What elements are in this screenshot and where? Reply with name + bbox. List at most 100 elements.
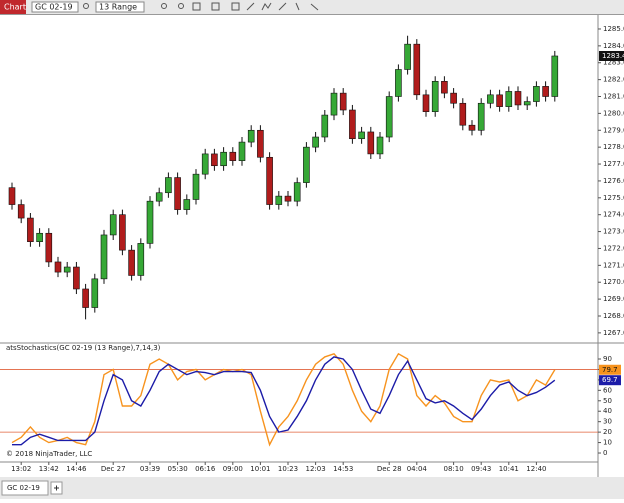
x-tick-label: 06:16 bbox=[195, 465, 216, 473]
candle-body bbox=[542, 86, 549, 97]
candle-body bbox=[73, 266, 80, 290]
candle-body bbox=[505, 91, 513, 107]
x-tick-label: 13:02 bbox=[11, 465, 31, 473]
value-label: 79.7 bbox=[602, 366, 618, 374]
candle-body bbox=[551, 55, 559, 97]
candle-body bbox=[367, 131, 375, 155]
y-tick-label: 30 bbox=[603, 418, 612, 426]
x-tick-label: 05:30 bbox=[168, 465, 188, 473]
x-tick-label: 12:03 bbox=[306, 465, 326, 473]
candle-body bbox=[220, 151, 227, 167]
stoch-line bbox=[11, 352, 556, 447]
value-box bbox=[599, 375, 621, 386]
y-tick-label: 1271.0 bbox=[603, 261, 624, 269]
candle-body bbox=[523, 101, 531, 106]
x-tick-label: 09:43 bbox=[471, 465, 491, 473]
candle-body bbox=[229, 151, 237, 161]
candle-body bbox=[487, 94, 494, 104]
y-tick-label: 1275.0 bbox=[603, 194, 624, 202]
candle-body bbox=[514, 91, 522, 106]
value-box bbox=[599, 364, 621, 375]
x-tick-label: 08:10 bbox=[444, 465, 464, 473]
candle-body bbox=[441, 81, 448, 94]
y-tick-label: 1277.0 bbox=[603, 160, 624, 168]
y-tick-label: 1279.0 bbox=[603, 126, 624, 134]
x-tick-label: 10:01 bbox=[250, 465, 270, 473]
y-tick-label: 1281.0 bbox=[603, 93, 624, 101]
x-tick-label: 10:41 bbox=[499, 465, 519, 473]
bar-type-select[interactable] bbox=[95, 1, 145, 13]
candle-body bbox=[17, 204, 25, 219]
y-tick-label: 1267.0 bbox=[603, 329, 624, 337]
candle-body bbox=[100, 234, 108, 280]
candle-body bbox=[358, 131, 365, 140]
y-tick-label: 1284.0 bbox=[603, 42, 624, 50]
y-tick-label: 1274.0 bbox=[603, 211, 624, 219]
candle-body bbox=[413, 43, 421, 96]
y-tick-label: 1276.0 bbox=[603, 177, 624, 185]
candle-body bbox=[330, 92, 338, 116]
candle-body bbox=[82, 288, 89, 308]
candle-body bbox=[54, 261, 62, 273]
candle-body bbox=[266, 156, 273, 205]
toolbar bbox=[0, 0, 624, 14]
y-tick-label: 50 bbox=[603, 397, 612, 405]
candle-body bbox=[385, 96, 393, 138]
indicator-title: atsStochastics(GC 02-19 (13 Range),7,14,… bbox=[6, 344, 161, 352]
candle-body bbox=[339, 92, 347, 111]
y-tick-label: 1280.0 bbox=[603, 109, 624, 117]
window-tab[interactable] bbox=[0, 0, 26, 14]
instrument-text: GC 02-19 bbox=[35, 3, 73, 12]
x-tick-label: 09:00 bbox=[223, 465, 243, 473]
y-tick-label: 1278.0 bbox=[603, 143, 624, 151]
candle-body bbox=[303, 146, 310, 183]
y-tick-label: 1282.0 bbox=[603, 76, 624, 84]
y-tick-label: 1273.0 bbox=[603, 228, 624, 236]
y-tick-label: 1285.0 bbox=[603, 25, 624, 33]
x-tick-label: 13:42 bbox=[39, 465, 59, 473]
candle-body bbox=[376, 136, 384, 155]
y-tick-label: 1269.0 bbox=[603, 295, 624, 303]
candle-body bbox=[321, 114, 329, 138]
y-tick-label: 1268.0 bbox=[603, 312, 624, 320]
candle-body bbox=[496, 94, 503, 107]
candle-body bbox=[128, 249, 135, 276]
candle-body bbox=[238, 141, 246, 161]
x-tick-label: 03:39 bbox=[140, 465, 160, 473]
bar-type-text: 13 Range bbox=[99, 3, 137, 12]
y-tick-label: 40 bbox=[603, 407, 612, 415]
instrument-select[interactable] bbox=[31, 1, 79, 13]
x-tick-label: Dec 28 bbox=[377, 465, 402, 473]
y-tick-label: 10 bbox=[603, 439, 612, 447]
candle-body bbox=[431, 81, 439, 113]
candle-body bbox=[312, 136, 319, 148]
candle-body bbox=[137, 243, 145, 276]
candle-body bbox=[450, 92, 457, 104]
candle-body bbox=[91, 278, 99, 308]
candle-body bbox=[293, 182, 301, 202]
toolbar-icons[interactable] bbox=[83, 2, 319, 11]
add-tab-icon bbox=[54, 485, 59, 491]
candle-body bbox=[27, 217, 34, 243]
candle-body bbox=[422, 94, 430, 113]
y-tick-label: 0 bbox=[603, 449, 607, 457]
candle-body bbox=[404, 43, 411, 70]
x-tick-label: 14:53 bbox=[333, 465, 353, 473]
tab[interactable] bbox=[1, 480, 49, 496]
candle-body bbox=[63, 266, 71, 273]
candle-body bbox=[533, 86, 540, 102]
candle-body bbox=[211, 153, 218, 167]
y-tick-label: 1283.0 bbox=[603, 59, 624, 67]
candle-body bbox=[247, 129, 255, 143]
candle-body bbox=[8, 187, 16, 205]
x-tick-label: 10:23 bbox=[278, 465, 298, 473]
y-tick-label: 1272.0 bbox=[603, 244, 624, 252]
candle-body bbox=[257, 129, 264, 158]
candle-body bbox=[155, 192, 163, 202]
candle-body bbox=[192, 173, 200, 200]
last-price-label: 1283.4 bbox=[602, 52, 624, 60]
candle-body bbox=[45, 232, 53, 263]
candle-body bbox=[284, 195, 292, 202]
